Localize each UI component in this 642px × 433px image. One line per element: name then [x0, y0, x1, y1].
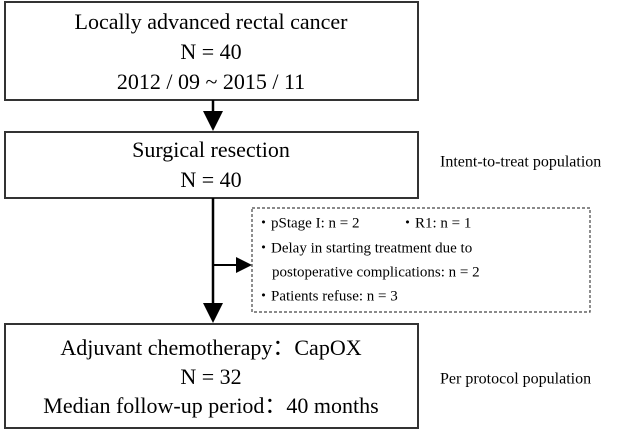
side-label: Per protocol population: [440, 371, 591, 388]
exclusion-text: ・Delay in starting treatment due to: [256, 240, 472, 256]
node-box: [4, 1, 419, 101]
node-text: N = 40: [180, 167, 241, 192]
exclusion-text: ・Patients refuse: n = 3: [256, 288, 398, 304]
node-text: 2012 / 09 ~ 2015 / 11: [117, 69, 305, 94]
node-text: N = 32: [180, 364, 241, 389]
side-label: Intent-to-treat population: [440, 154, 601, 171]
node-box: [4, 323, 419, 429]
exclusion-text: ・pStage I: n = 2: [256, 215, 359, 231]
exclusion-box: [251, 207, 591, 313]
node-text: Locally advanced rectal cancer: [75, 9, 349, 34]
exclusion-text: postoperative complications: n = 2: [272, 264, 480, 280]
node-text: Surgical resection: [132, 137, 290, 162]
node-text: Adjuvant chemotherapy：CapOX: [60, 335, 361, 360]
node-text: N = 40: [180, 39, 241, 64]
node-box: [4, 131, 419, 199]
node-text: Median follow-up period：40 months: [43, 393, 378, 418]
exclusion-text: ・R1: n = 1: [400, 215, 471, 231]
